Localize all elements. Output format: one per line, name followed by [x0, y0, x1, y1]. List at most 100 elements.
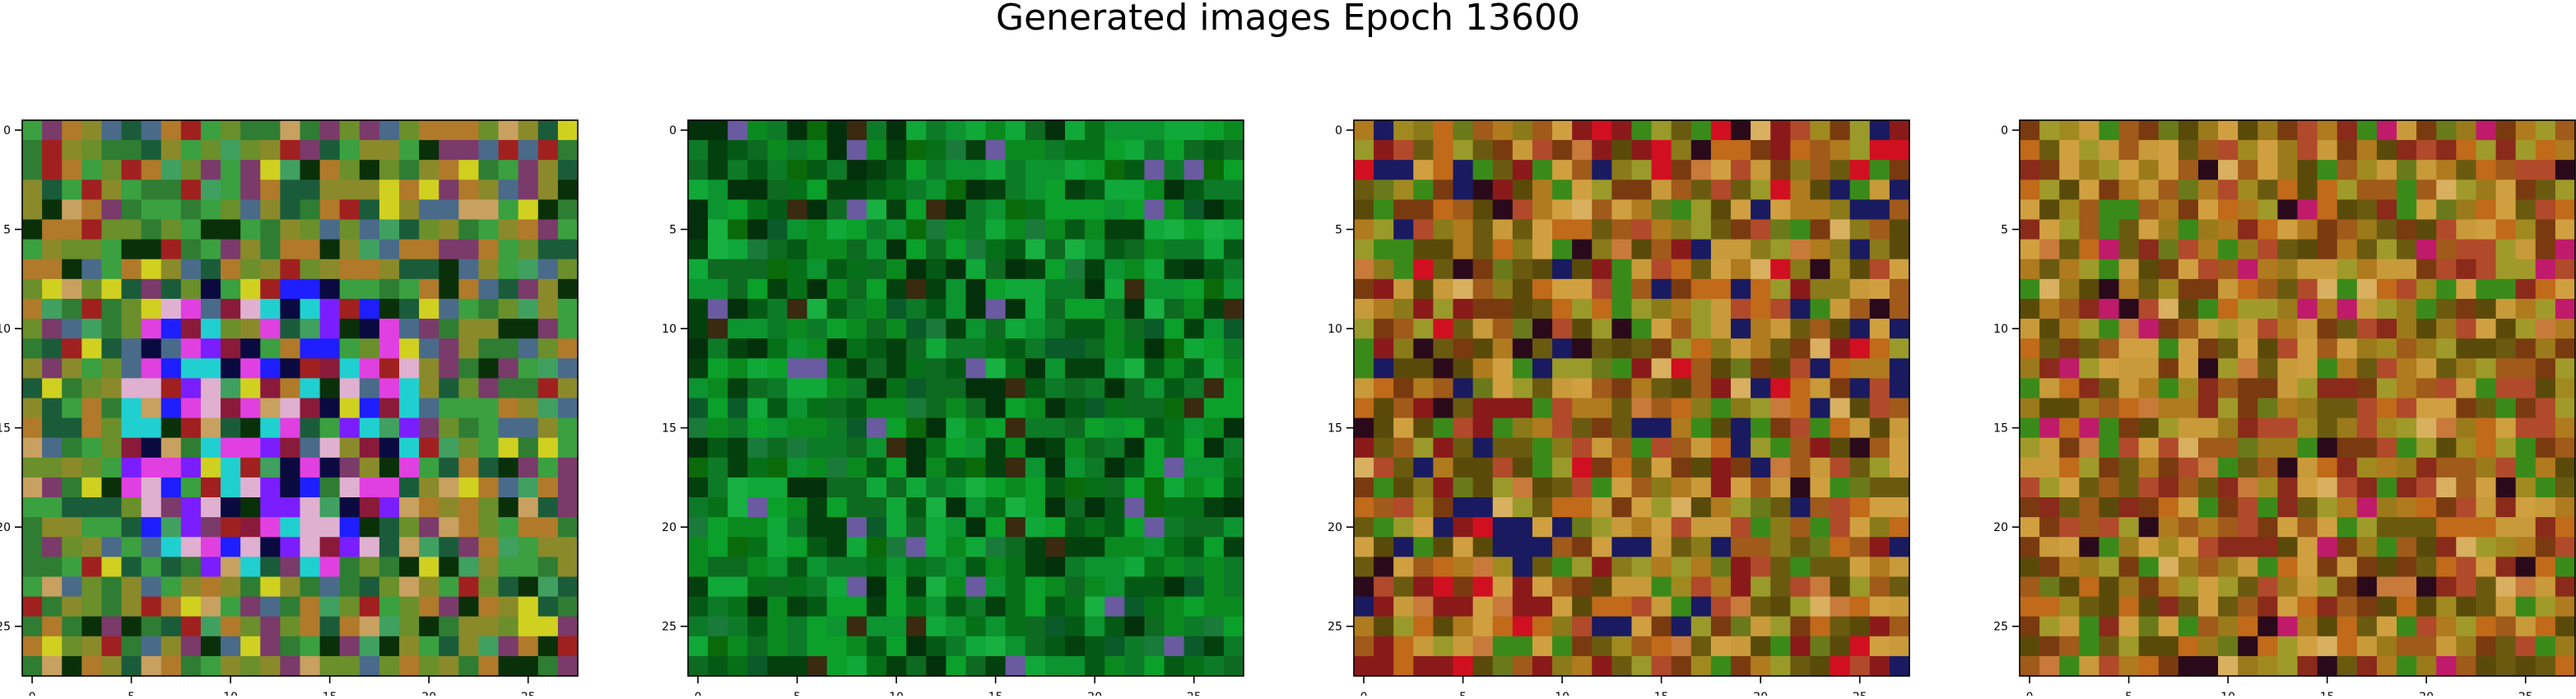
pixel-cell	[359, 160, 380, 180]
pixel-cell	[1790, 576, 1811, 598]
pixel-cell	[1512, 219, 1533, 240]
pixel-cell	[1164, 239, 1185, 260]
pixel-cell	[846, 457, 867, 478]
y-tick-label: 10	[1328, 323, 1342, 336]
pixel-cell	[1869, 437, 1890, 459]
pixel-cell	[846, 319, 867, 339]
pixel-cell	[1393, 140, 1414, 161]
pixel-cell	[359, 417, 380, 439]
pixel-cell	[1770, 120, 1791, 141]
pixel-cell	[537, 338, 559, 359]
pixel-cell	[1374, 636, 1394, 657]
pixel-cell	[1164, 120, 1185, 141]
pixel-cell	[2039, 417, 2060, 439]
pixel-cell	[101, 596, 123, 617]
pixel-cell	[2059, 417, 2080, 439]
pixel-cell	[886, 120, 907, 141]
pixel-cell	[2238, 398, 2258, 419]
pixel-cell	[866, 358, 887, 379]
pixel-cell	[399, 477, 420, 498]
pixel-cell	[2197, 655, 2219, 677]
pixel-cell	[1164, 259, 1185, 280]
pixel-cell	[1025, 319, 1046, 339]
pixel-cell	[240, 477, 261, 498]
pixel-cell	[2158, 378, 2179, 399]
pixel-cell	[359, 338, 380, 359]
x-tick-label: 15	[1654, 691, 1669, 696]
pixel-cell	[240, 120, 261, 141]
pixel-cell	[240, 358, 261, 379]
pixel-cell	[221, 338, 241, 359]
pixel-cell	[1044, 199, 1066, 221]
pixel-cell	[866, 437, 887, 459]
y-tick-label: 20	[0, 521, 11, 534]
pixel-cell	[728, 437, 748, 459]
pixel-cell	[518, 655, 539, 677]
pixel-cell	[906, 596, 927, 617]
pixel-cell	[2059, 319, 2080, 339]
pixel-cell	[1651, 259, 1672, 280]
pixel-cell	[319, 199, 341, 221]
pixel-cell	[1025, 378, 1046, 399]
pixel-cell	[1770, 655, 1791, 677]
pixel-cell	[787, 477, 808, 498]
pixel-cell	[926, 199, 946, 221]
pixel-cell	[1354, 576, 1374, 598]
pixel-cell	[2416, 278, 2437, 300]
x-tick-label: 25	[2518, 691, 2533, 696]
pixel-cell	[728, 259, 748, 280]
pixel-cell	[260, 120, 281, 141]
pixel-cell	[1223, 219, 1244, 240]
pixel-cell	[2397, 259, 2417, 280]
pixel-cell	[280, 319, 301, 339]
pixel-cell	[807, 140, 828, 161]
pixel-cell	[2456, 596, 2477, 617]
pixel-cell	[2118, 517, 2140, 538]
pixel-cell	[787, 398, 808, 419]
pixel-cell	[1433, 358, 1454, 379]
pixel-cell	[1611, 179, 1633, 201]
pixel-cell	[240, 596, 261, 617]
pixel-cell	[1203, 298, 1225, 319]
pixel-cell	[81, 437, 103, 459]
pixel-cell	[101, 120, 123, 141]
pixel-cell	[1651, 655, 1672, 677]
pixel-cell	[747, 298, 769, 319]
pixel-cell	[518, 219, 539, 240]
pixel-cell	[747, 417, 769, 439]
pixel-cell	[926, 537, 946, 557]
pixel-cell	[708, 398, 728, 419]
pixel-cell	[2397, 537, 2417, 557]
pixel-cell	[1731, 517, 1751, 538]
pixel-cell	[1770, 358, 1791, 379]
pixel-cell	[101, 477, 123, 498]
pixel-cell	[1025, 278, 1046, 300]
pixel-cell	[1751, 278, 1771, 300]
pixel-cell	[42, 120, 63, 141]
pixel-cell	[688, 437, 709, 459]
pixel-cell	[807, 596, 828, 617]
pixel-cell	[2178, 358, 2199, 379]
pixel-cell	[926, 298, 946, 319]
pixel-cell	[2158, 358, 2179, 379]
pixel-cell	[2535, 338, 2556, 359]
pixel-cell	[2356, 120, 2378, 141]
pixel-cell	[439, 298, 459, 319]
pixel-cell	[2297, 537, 2318, 557]
pixel-cell	[2436, 596, 2457, 617]
pixel-cell	[2535, 417, 2556, 439]
pixel-cell	[1374, 576, 1394, 598]
pixel-cell	[2059, 497, 2080, 518]
pixel-cell	[260, 179, 281, 201]
pixel-cell	[846, 160, 867, 180]
pixel-cell	[787, 278, 808, 300]
pixel-cell	[2337, 298, 2358, 319]
pixel-cell	[2158, 417, 2179, 439]
pixel-cell	[1671, 160, 1692, 180]
pixel-cell	[1869, 636, 1890, 657]
pixel-cell	[767, 517, 788, 538]
pixel-cell	[260, 576, 281, 598]
pixel-cell	[1025, 477, 1046, 498]
pixel-cell	[2257, 557, 2278, 578]
pixel-cell	[2079, 557, 2100, 578]
